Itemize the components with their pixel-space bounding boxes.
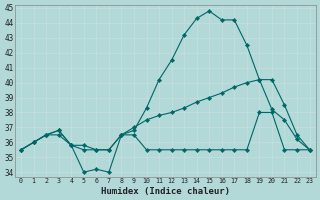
X-axis label: Humidex (Indice chaleur): Humidex (Indice chaleur)	[101, 187, 230, 196]
